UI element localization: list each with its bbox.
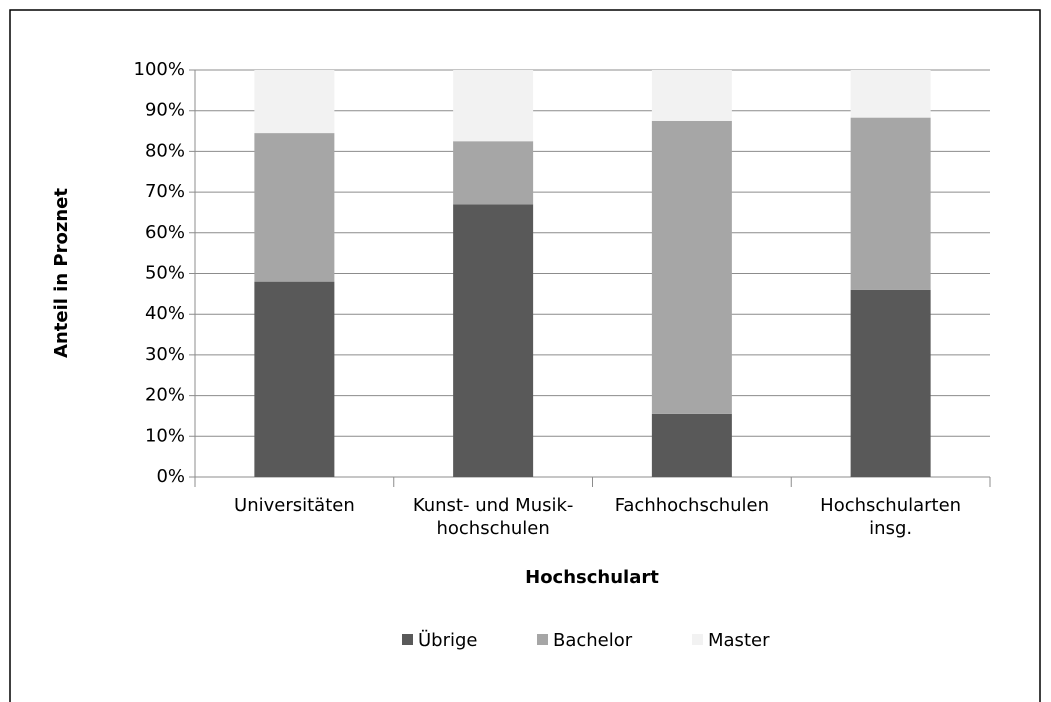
y-tick-label: 30%: [145, 344, 185, 365]
bar-segment: [651, 70, 732, 121]
y-tick-label: 40%: [145, 303, 185, 324]
bar-segment: [254, 281, 335, 477]
y-tick-label: 90%: [145, 100, 185, 121]
bar-segment: [850, 70, 931, 118]
x-tick-label: Hochschularten insg.: [820, 495, 962, 539]
bar-segment: [651, 120, 732, 414]
y-tick-label: 0%: [156, 466, 185, 487]
y-tick-label: 80%: [145, 140, 185, 161]
legend-swatch: [537, 634, 548, 645]
y-tick-label: 50%: [145, 263, 185, 284]
bar-segment: [850, 289, 931, 477]
bar-segment: [651, 413, 732, 477]
bar-segment: [453, 70, 534, 142]
bar-segment: [254, 70, 335, 134]
legend-swatch: [402, 634, 413, 645]
bar-segment: [254, 133, 335, 282]
x-tick-label: Fachhochschulen: [614, 495, 770, 516]
y-tick-label: 60%: [145, 222, 185, 243]
legend-label: Übrige: [418, 629, 478, 651]
legend-label: Master: [708, 630, 770, 651]
bar-segment: [850, 117, 931, 290]
x-axis-title: Hochschulart: [525, 567, 659, 588]
x-tick-label: Kunst- und Musik- hochschulen: [412, 495, 574, 539]
legend-label: Bachelor: [553, 630, 633, 651]
y-axis-title: Anteil in Proznet: [51, 188, 72, 358]
bar-segment: [453, 204, 534, 477]
legend-swatch: [692, 634, 703, 645]
y-tick-label: 20%: [145, 385, 185, 406]
frame: [9, 9, 1041, 702]
y-tick-label: 70%: [145, 181, 185, 202]
y-tick-label: 10%: [145, 425, 185, 446]
x-tick-label: Universitäten: [234, 495, 355, 516]
bar-segment: [453, 141, 534, 205]
y-tick-label: 100%: [134, 59, 185, 80]
